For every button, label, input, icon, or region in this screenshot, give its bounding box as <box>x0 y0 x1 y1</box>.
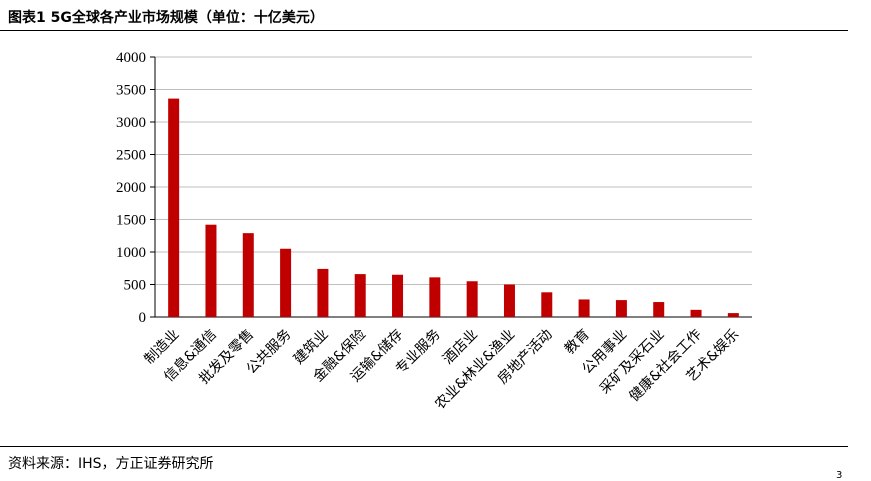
y-tick-label: 2500 <box>116 148 146 164</box>
gridlines <box>155 56 752 285</box>
bar <box>429 277 441 317</box>
bars <box>168 98 739 317</box>
bar <box>615 300 627 317</box>
bar <box>205 224 217 317</box>
bar <box>503 284 515 317</box>
bar <box>653 302 665 317</box>
y-tick-label: 500 <box>124 278 147 294</box>
y-tick-label: 1000 <box>116 245 146 261</box>
top-divider <box>0 30 848 31</box>
y-tick-label: 2000 <box>116 180 146 196</box>
y-tick-label: 3000 <box>116 115 146 131</box>
axes <box>150 56 752 318</box>
x-category-label: 教育 <box>562 327 593 358</box>
source-note: 资料来源：IHS，方正证券研究所 <box>8 456 214 472</box>
bar <box>466 281 478 317</box>
y-tick-label: 3500 <box>116 83 146 99</box>
bar <box>280 248 292 317</box>
bottom-divider <box>0 446 848 447</box>
figure-title: 图表1 5G全球各产业市场规模（单位：十亿美元） <box>8 10 324 26</box>
y-tick-label: 0 <box>139 310 147 326</box>
bar <box>242 233 254 317</box>
bar <box>317 268 329 317</box>
bar <box>690 309 702 317</box>
bar <box>354 274 366 317</box>
page-number: 3 <box>836 470 843 481</box>
bar <box>541 292 553 317</box>
y-tick-label: 1500 <box>116 213 146 229</box>
bar <box>392 274 404 317</box>
bar <box>168 98 180 317</box>
bar <box>578 299 590 317</box>
bar <box>727 313 739 317</box>
y-tick-label: 4000 <box>116 50 146 66</box>
